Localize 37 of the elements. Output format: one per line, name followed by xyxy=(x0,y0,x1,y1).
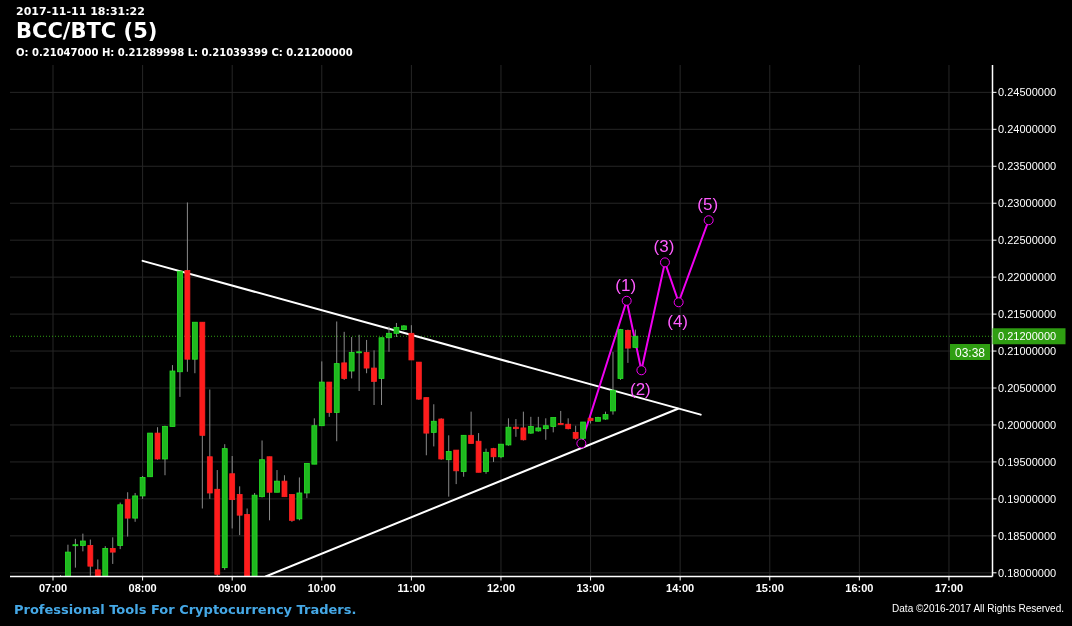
y-tick-label: 0.18500000 xyxy=(998,529,1057,542)
x-tick-label: 09:00 xyxy=(218,582,247,594)
annotation: (1) xyxy=(615,275,637,295)
chart-title: BCC/BTC (5) xyxy=(16,19,158,43)
x-tick-label: 13:00 xyxy=(576,582,605,594)
annotation: (4) xyxy=(667,312,689,332)
x-tick-label: 15:00 xyxy=(755,582,784,594)
annotation: 03:38 xyxy=(954,345,986,360)
text: Professional Tools For Cryptocurrency Traders. xyxy=(14,602,357,617)
ref-line-label: 0.21200000 xyxy=(998,330,1057,343)
y-tick-label: 0.20000000 xyxy=(998,418,1057,431)
y-tick-label: 0.22000000 xyxy=(998,270,1057,283)
annotation: (5) xyxy=(697,195,719,215)
y-tick-label: 0.23500000 xyxy=(998,160,1057,173)
y-tick-label: 0.20500000 xyxy=(998,381,1057,394)
y-tick-label: 0.19000000 xyxy=(998,492,1057,505)
y-tick-label: 0.18000000 xyxy=(998,566,1057,579)
text: 2017-11-11 18:31:22 xyxy=(16,5,145,18)
x-tick-label: 10:00 xyxy=(307,582,336,594)
y-tick-label: 0.21500000 xyxy=(998,307,1057,320)
text: Data ©2016-2017 All Rights Reserved. xyxy=(892,603,1064,614)
x-tick-label: 08:00 xyxy=(128,582,157,594)
x-tick-label: 12:00 xyxy=(486,582,516,594)
y-tick-label: 0.21000000 xyxy=(998,344,1057,357)
x-tick-label: 11:00 xyxy=(397,582,426,594)
y-tick-label: 0.23000000 xyxy=(998,197,1057,210)
y-tick-label: 0.24000000 xyxy=(998,123,1057,136)
x-tick-label: 16:00 xyxy=(845,582,874,594)
y-tick-label: 0.24500000 xyxy=(998,86,1057,99)
chart-subtitle: O: 0.21047000 H: 0.21289998 L: 0.21039399 C: 0.21200000 xyxy=(16,47,353,58)
y-tick-label: 0.22500000 xyxy=(998,234,1057,247)
x-tick-label: 07:00 xyxy=(38,582,68,594)
x-tick-label: 17:00 xyxy=(934,582,964,594)
x-tick-label: 14:00 xyxy=(666,582,695,594)
annotation: (2) xyxy=(629,380,651,400)
annotation: (3) xyxy=(653,237,675,257)
y-tick-label: 0.19500000 xyxy=(998,455,1057,468)
